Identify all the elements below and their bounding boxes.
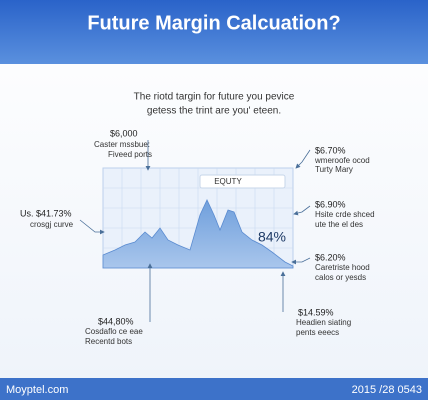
label-box bbox=[199, 174, 286, 189]
chart-panel: EQUTY 84% bbox=[102, 167, 294, 269]
footer-left: Moyptel.com bbox=[6, 384, 68, 396]
area-shape bbox=[102, 199, 294, 269]
chart-label: EQUTY bbox=[214, 177, 242, 186]
annotation-value: $6.20% bbox=[315, 252, 346, 262]
annotation-value: $44,80% bbox=[98, 316, 134, 326]
header-bar bbox=[0, 0, 428, 64]
annotation-text: Headien siating bbox=[296, 318, 351, 327]
annotations: $6,000 Caster mssbue: Fiveed ports Us. $… bbox=[20, 128, 375, 346]
annotation-value: $6,000 bbox=[110, 128, 138, 138]
annotation-text: pents eeecs bbox=[296, 328, 339, 337]
annotation-text: wmeroofe ocod bbox=[314, 156, 370, 165]
annotation-text: Fiveed ports bbox=[108, 150, 152, 159]
annotation-text: ute the el des bbox=[315, 220, 363, 229]
annotation-text: Recentd bots bbox=[85, 337, 132, 346]
annotation-text: calos or yesds bbox=[315, 273, 366, 282]
connectors bbox=[79, 140, 311, 322]
annotation-text: crosgj curve bbox=[30, 220, 74, 229]
annotation-text: Hsite crde shced bbox=[315, 210, 375, 219]
subtitle: getess the trint are you' eteen. bbox=[147, 106, 281, 117]
annotation-value: $6.70% bbox=[315, 145, 346, 155]
title: Future Margin Calcuation? bbox=[87, 12, 340, 34]
annotation-value: Us. $41.73% bbox=[20, 208, 72, 218]
annotation-text: Caretriste hood bbox=[315, 263, 370, 272]
footer-right: 2015 /28 0543 bbox=[352, 384, 422, 396]
annotation-value: $14.59% bbox=[298, 307, 334, 317]
subtitle: The riotd targin for future you pevice bbox=[134, 92, 295, 103]
annotation-value: $6.90% bbox=[315, 199, 346, 209]
chart-value: 84% bbox=[258, 229, 286, 245]
footer-bar bbox=[0, 378, 428, 400]
annotation-text: Cosdaflo ce eae bbox=[85, 327, 143, 336]
annotation-text: Turty Mary bbox=[315, 165, 353, 174]
annotation-text: Caster mssbue: bbox=[94, 140, 150, 149]
